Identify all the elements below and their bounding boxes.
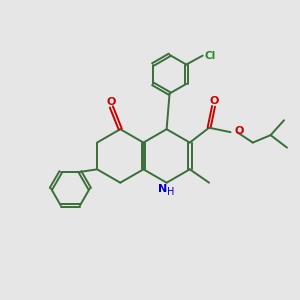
Text: N: N — [158, 184, 168, 194]
Text: Cl: Cl — [204, 51, 215, 61]
Text: O: O — [234, 126, 244, 136]
Text: O: O — [107, 97, 116, 106]
Text: O: O — [209, 96, 219, 106]
Text: H: H — [167, 187, 175, 197]
